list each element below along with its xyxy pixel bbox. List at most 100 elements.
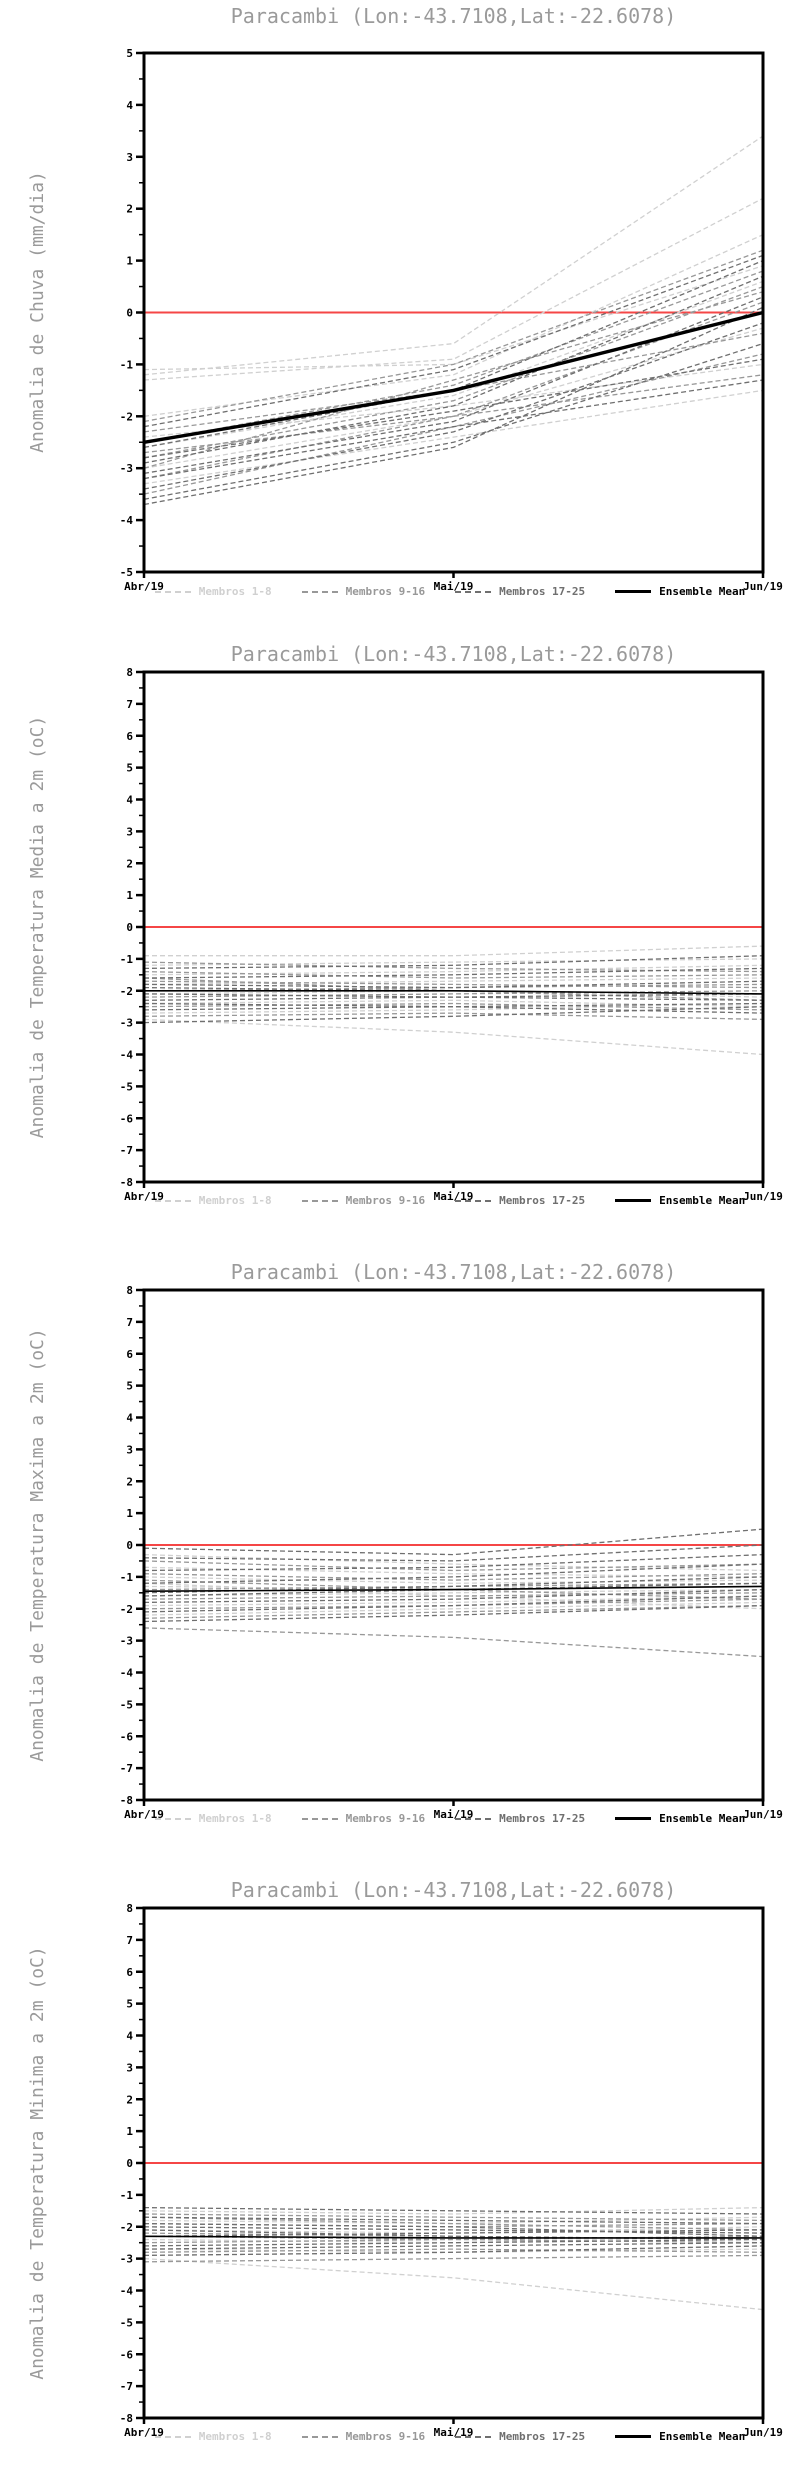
y-tick-label: 0 (126, 1539, 133, 1552)
member-line (143, 977, 764, 1001)
members-group-3 (143, 1528, 764, 1623)
legend-item-ensemble-mean: Ensemble Mean (615, 585, 745, 598)
legend-item-members-9-16: Membros 9-16 (301, 1812, 425, 1825)
y-tick-label: 8 (126, 666, 133, 679)
legend-label: Membros 17-25 (499, 1194, 586, 1207)
chart-title: Paracambi (Lon:-43.7108,Lat:-22.6078) (230, 4, 677, 28)
y-tick-label: -5 (120, 2316, 133, 2329)
legend: Membros 1-8 Membros 9-16 Membros 17-25 E… (100, 585, 800, 598)
legend-label: Ensemble Mean (659, 2430, 746, 2443)
y-tick-label: 2 (126, 1475, 133, 1488)
member-line (143, 1002, 764, 1011)
legend-item-members-9-16: Membros 9-16 (301, 1194, 426, 1207)
y-tick-label: 5 (126, 762, 133, 775)
legend-item-members-17-25: Membros 17-25 (455, 1194, 585, 1207)
legend-label: Ensemble Mean (659, 1194, 746, 1207)
member-line (143, 332, 764, 433)
legend: Membros 1-8 Membros 9-16 Membros 17-25 E… (100, 2430, 800, 2443)
y-tick-label: -2 (120, 1603, 133, 1616)
y-tick-label: -4 (120, 1049, 134, 1062)
y-tick-label: -3 (120, 462, 133, 475)
members-group-2 (143, 249, 764, 495)
legend-item-members-1-8: Membros 1-8 (154, 2430, 272, 2443)
member-line (143, 1018, 764, 1056)
chart-block-min-temperature: Paracambi (Lon:-43.7108,Lat:-22.6078) An… (0, 1854, 800, 2472)
member-line (143, 1544, 764, 1562)
member-line (143, 1604, 764, 1623)
y-tick-label: 3 (126, 1443, 133, 1456)
y-tick-label: 3 (126, 2061, 133, 2074)
chart-title: Paracambi (Lon:-43.7108,Lat:-22.6078) (230, 1878, 677, 1902)
y-tick-label: 3 (126, 825, 133, 838)
member-line (143, 964, 764, 976)
x-tick-label: Jun/19 (743, 580, 783, 593)
y-tick-label: -4 (120, 514, 134, 527)
y-tick-label: -3 (120, 2253, 133, 2266)
chart-title: Paracambi (Lon:-43.7108,Lat:-22.6078) (230, 1260, 677, 1284)
x-tick-label: Jun/19 (743, 1808, 783, 1821)
legend-label: Membros 1-8 (198, 2430, 272, 2443)
legend-label: Membros 9-16 (345, 1194, 426, 1207)
member-line (143, 389, 764, 485)
dashed-line-sample (154, 1199, 191, 1202)
member-line (143, 1579, 764, 1600)
member-line (143, 135, 764, 376)
member-line (143, 1553, 764, 1572)
legend-label: Membros 1-8 (198, 1812, 272, 1825)
member-line (143, 2245, 764, 2257)
member-line (143, 2238, 764, 2247)
member-line (143, 2235, 764, 2244)
y-tick-label: -4 (120, 2285, 134, 2298)
solid-line-sample (615, 2435, 652, 2438)
y-tick-label: 4 (126, 2030, 133, 2043)
y-tick-label: 0 (126, 921, 133, 934)
member-line (143, 2257, 764, 2311)
member-line (143, 983, 764, 992)
member-line (143, 2248, 764, 2253)
y-tick-label: 7 (126, 1934, 133, 1947)
ensemble-mean-line (144, 989, 764, 995)
ensemble-mean-line (143, 2235, 763, 2239)
member-line (143, 1582, 764, 1610)
legend-item-members-1-8: Membros 1-8 (154, 1812, 272, 1825)
legend-item-ensemble-mean: Ensemble Mean (615, 1812, 745, 1825)
member-line (143, 2222, 764, 2237)
x-axis-ticks: Abr/19 Mai/19 Jun/19 (124, 1182, 783, 1203)
member-line (143, 990, 764, 998)
members-group-2 (143, 1560, 764, 1658)
members-group-1 (143, 2206, 764, 2311)
legend-label: Ensemble Mean (659, 1812, 746, 1825)
member-line (143, 1576, 764, 1594)
y-tick-label: 0 (126, 307, 133, 320)
y-tick-label: -2 (120, 2221, 133, 2234)
legend-label: Membros 9-16 (345, 2430, 426, 2443)
member-line (143, 2242, 764, 2250)
legend-label: Ensemble Mean (659, 585, 746, 598)
x-axis-ticks: Abr/19 Mai/19 Jun/19 (124, 572, 783, 593)
member-line (143, 1582, 764, 1597)
member-line (143, 2206, 764, 2215)
y-tick-label: 4 (126, 1412, 133, 1425)
dashed-line-sample (301, 1199, 338, 1202)
member-line (143, 275, 764, 464)
legend-label: Membros 1-8 (198, 585, 272, 598)
member-line (143, 1582, 764, 1591)
member-line (143, 1573, 764, 1581)
y-tick-label: -4 (120, 1667, 134, 1680)
y-tick-label: -1 (120, 953, 134, 966)
ensemble-mean-line (143, 310, 764, 444)
member-line (143, 2254, 764, 2263)
member-line (143, 955, 764, 970)
member-line (143, 1006, 764, 1024)
member-line (143, 2216, 764, 2231)
y-tick-label: 7 (126, 1316, 133, 1329)
y-tick-label: 2 (126, 2093, 133, 2106)
y-tick-label: -6 (120, 1730, 134, 1743)
dashed-line-sample (154, 590, 191, 593)
y-tick-label: -6 (120, 1112, 134, 1125)
x-tick-label: Abr/19 (124, 1190, 164, 1203)
y-tick-label: 5 (126, 47, 133, 60)
dashed-line-sample (455, 590, 492, 593)
dashed-line-sample (301, 2435, 338, 2438)
